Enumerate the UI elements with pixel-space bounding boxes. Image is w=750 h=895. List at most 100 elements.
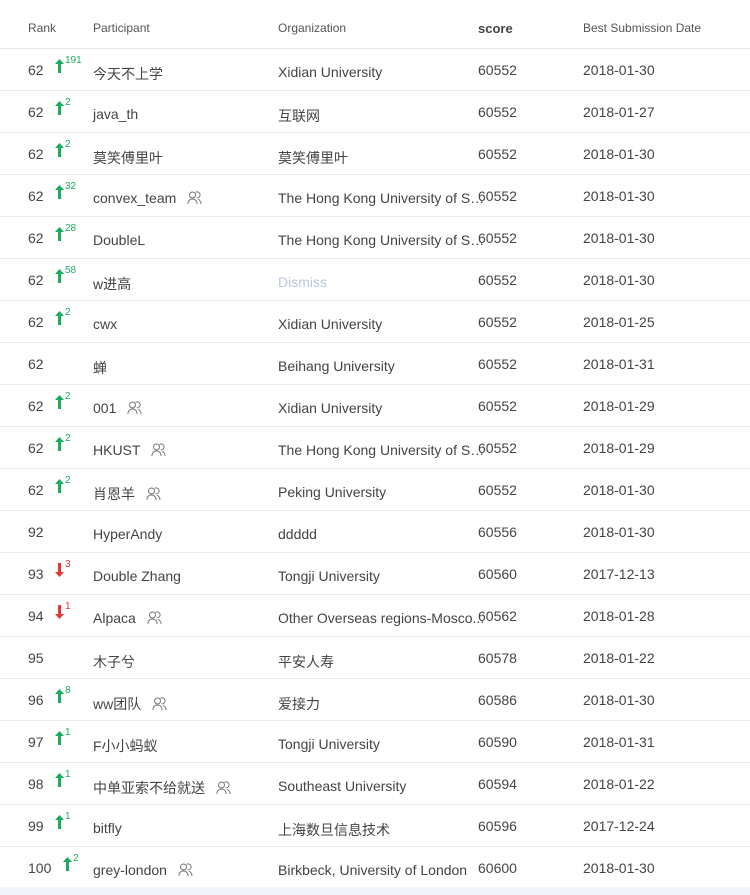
table-row[interactable]: 98 1 中单亚索不给就送 Southeast University 60594 2018… — [0, 763, 750, 805]
table-row[interactable]: 62 28 DoubleL The Hong Kong University of S… — [0, 217, 750, 259]
participant-name[interactable]: cwx — [93, 316, 118, 332]
rank-change: 8 — [55, 685, 71, 703]
score-value: 60552 — [478, 440, 517, 456]
participant-name[interactable]: 001 — [93, 400, 117, 416]
header-organization[interactable]: Organization — [278, 21, 347, 35]
table-row[interactable]: 93 3 Double Zhang Tongji University 60560 201… — [0, 553, 750, 595]
rank-change: 58 — [55, 265, 76, 283]
dismiss-link[interactable]: Dismiss — [278, 274, 327, 290]
table-row[interactable]: 62 蝉 Beihang University 60552 2018-01-31 — [0, 343, 750, 385]
organization-name: 爱接力 — [278, 696, 320, 712]
rank-change: 2 — [55, 97, 71, 115]
team-icon — [216, 781, 231, 795]
score-value: 60556 — [478, 524, 517, 540]
submission-date: 2018-01-30 — [583, 146, 655, 162]
participant-name[interactable]: 木子兮 — [93, 654, 135, 670]
table-row[interactable]: 62 2 001 Xidian University 60552 2018-01-29 — [0, 385, 750, 427]
participant-name[interactable]: bitfly — [93, 820, 122, 836]
organization-name: Other Overseas regions-Mosco... — [278, 610, 485, 626]
table-row[interactable]: 62 2 java_th 互联网 60552 2018-01-27 — [0, 91, 750, 133]
arrow-up-icon — [55, 269, 64, 283]
participant-name[interactable]: 蝉 — [93, 360, 107, 376]
table-row[interactable]: 97 1 F小小蚂蚁 Tongji University 60590 2018-01-31 — [0, 721, 750, 763]
rank-value: 62 — [28, 440, 44, 456]
submission-date: 2018-01-30 — [583, 272, 655, 288]
table-row[interactable]: 94 1 Alpaca Other Overseas regions-Mosco...… — [0, 595, 750, 637]
table-row[interactable]: 62 58 w进高 Dismiss 60552 2018-01-30 — [0, 259, 750, 301]
participant-cell: ww团队 — [93, 694, 167, 714]
organization-name: ddddd — [278, 526, 317, 542]
rank-change-value: 32 — [65, 181, 77, 192]
participant-name[interactable]: 中单亚索不给就送 — [93, 780, 205, 796]
participant-name[interactable]: DoubleL — [93, 232, 146, 248]
participant-name[interactable]: HyperAndy — [93, 526, 163, 542]
table-row[interactable]: 62 2 cwx Xidian University 60552 2018-01-25 — [0, 301, 750, 343]
participant-name[interactable]: ww团队 — [93, 696, 142, 712]
participant-name[interactable]: 肖恩羊 — [93, 486, 135, 502]
submission-date: 2018-01-30 — [583, 860, 655, 876]
rank-change: 1 — [55, 811, 71, 829]
team-icon — [146, 487, 161, 501]
table-row[interactable]: 62 2 莫笑傅里叶 莫笑傅里叶 60552 2018-01-30 — [0, 133, 750, 175]
participant-cell: cwx — [93, 316, 117, 332]
arrow-up-icon — [55, 689, 64, 703]
rank-value: 62 — [28, 482, 44, 498]
participant-name[interactable]: grey-london — [93, 862, 167, 878]
score-value: 60552 — [478, 104, 517, 120]
participant-name[interactable]: HKUST — [93, 442, 141, 458]
score-value: 60562 — [478, 608, 517, 624]
participant-name[interactable]: convex_team — [93, 190, 177, 206]
submission-date: 2018-01-30 — [583, 524, 655, 540]
participant-name[interactable]: Alpaca — [93, 610, 136, 626]
submission-date: 2018-01-22 — [583, 776, 655, 792]
participant-name[interactable]: F小小蚂蚁 — [93, 738, 158, 754]
participant-name[interactable]: java_th — [93, 106, 139, 122]
table-row[interactable]: 62 2 HKUST The Hong Kong University of Sc..… — [0, 427, 750, 469]
submission-date: 2017-12-13 — [583, 566, 655, 582]
score-value: 60600 — [478, 860, 517, 876]
arrow-down-icon — [55, 563, 64, 577]
rank-change: 3 — [55, 559, 71, 577]
rank-value: 100 — [28, 860, 52, 876]
table-row[interactable]: 62 32 convex_team The Hong Kong University … — [0, 175, 750, 217]
organization-name: The Hong Kong University of Sc... — [278, 232, 488, 248]
participant-cell: 肖恩羊 — [93, 484, 161, 504]
table-row[interactable]: 96 8 ww团队 爱接力 60586 2018-01-30 — [0, 679, 750, 721]
rank-change-value: 1 — [65, 769, 71, 780]
rank-value: 94 — [28, 608, 44, 624]
arrow-up-icon — [55, 395, 64, 409]
participant-name[interactable]: 莫笑傅里叶 — [93, 150, 163, 166]
score-value: 60596 — [478, 818, 517, 834]
rank-change: 2 — [55, 475, 71, 493]
rank-value: 92 — [28, 524, 44, 540]
table-row[interactable]: 95 木子兮 平安人寿 60578 2018-01-22 — [0, 637, 750, 679]
table-row[interactable]: 100 2 grey-london Birkbeck, University of L… — [0, 847, 750, 889]
score-value: 60552 — [478, 62, 517, 78]
participant-name[interactable]: Double Zhang — [93, 568, 181, 584]
arrow-up-icon — [55, 437, 64, 451]
organization-name: Xidian University — [278, 316, 383, 332]
rank-value: 62 — [28, 356, 44, 372]
rank-change: 1 — [55, 727, 71, 745]
arrow-up-icon — [55, 227, 64, 241]
header-date[interactable]: Best Submission Date — [583, 21, 702, 35]
arrow-down-icon — [55, 605, 64, 619]
team-icon — [178, 863, 193, 877]
arrow-up-icon — [63, 857, 72, 871]
rank-value: 93 — [28, 566, 44, 582]
header-rank[interactable]: Rank — [28, 21, 57, 35]
submission-date: 2018-01-30 — [583, 230, 655, 246]
participant-name[interactable]: w进高 — [93, 276, 132, 292]
organization-name: Beihang University — [278, 358, 395, 374]
table-row[interactable]: 99 1 bitfly 上海数旦信息技术 60596 2017-12-24 — [0, 805, 750, 847]
header-score[interactable]: score — [478, 21, 513, 36]
table-row[interactable]: 62 191 今天不上学 Xidian University 60552 2018-01-… — [0, 49, 750, 91]
table-row[interactable]: 92 HyperAndy ddddd 60556 2018-01-30 — [0, 511, 750, 553]
participant-name[interactable]: 今天不上学 — [93, 66, 163, 82]
table-row[interactable]: 62 2 肖恩羊 Peking University 60552 2018-01-30 — [0, 469, 750, 511]
rank-value: 62 — [28, 62, 44, 78]
organization-name: Xidian University — [278, 64, 383, 80]
header-participant[interactable]: Participant — [93, 21, 150, 35]
submission-date: 2018-01-30 — [583, 482, 655, 498]
participant-cell: DoubleL — [93, 232, 145, 248]
